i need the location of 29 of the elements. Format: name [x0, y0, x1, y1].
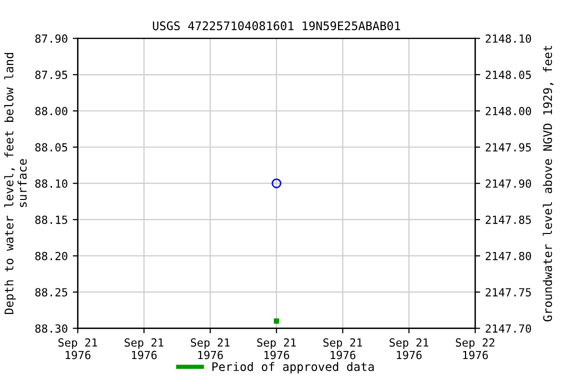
y-tick-label: 88.10: [35, 179, 68, 188]
y-tick-label: 87.95: [35, 70, 68, 80]
y2-axis-title: Groundwater level above NGVD 1929, feet: [542, 46, 554, 322]
y2-tick-label: 2147.90: [486, 179, 532, 188]
chart-title: USGS 472257104081601 19N59E25ABAB01: [152, 21, 400, 30]
y-tick-label: 88.05: [35, 143, 68, 152]
y2-tick-label: 2147.95: [486, 143, 531, 152]
x-tick-label: Sep 21 1976: [124, 338, 164, 360]
y2-tick-label: 2147.80: [486, 252, 532, 260]
y-axis-title: Depth to water level, feet below land surface: [4, 52, 27, 314]
x-tick-label: Sep 21 1976: [390, 338, 428, 360]
x-tick-label: Sep 22 1976: [456, 338, 494, 360]
y-tick-label: 88.20: [35, 252, 68, 260]
y2-tick-label: 2148.05: [486, 70, 531, 80]
y2-tick-label: 2147.75: [486, 288, 531, 296]
y-tick-label: 88.00: [35, 106, 68, 116]
x-tick-label: Sep 21 1976: [190, 338, 230, 360]
x-tick-label: Sep 21 1976: [257, 338, 296, 360]
x-tick-label: Sep 21 1976: [58, 338, 98, 360]
x-tick-label: Sep 21 1976: [323, 338, 362, 360]
y-tick-label: 87.90: [35, 34, 68, 43]
y-tick-label: 88.15: [35, 216, 68, 224]
y2-tick-label: 2147.70: [486, 324, 532, 333]
y2-tick-label: 2148.10: [486, 34, 532, 43]
y2-tick-label: 2147.85: [486, 216, 531, 224]
y-tick-label: 88.25: [35, 288, 68, 296]
y2-tick-label: 2148.00: [486, 106, 532, 116]
legend-label: Period of approved data: [212, 362, 374, 374]
y-tick-label: 88.30: [35, 324, 68, 333]
